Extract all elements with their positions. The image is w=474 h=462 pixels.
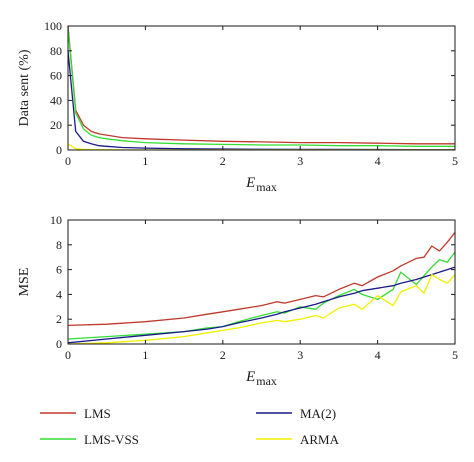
y-tick-label: 20 <box>50 118 62 132</box>
y-tick-label: 40 <box>50 93 62 107</box>
x-tick-label: 2 <box>220 348 226 362</box>
plot-frame <box>67 25 456 151</box>
data-sent-chart: 0 1 2 3 4 5 0 20 40 60 80 100 Emax Data sent (%) <box>17 19 458 194</box>
x-tick-label: 3 <box>297 154 303 168</box>
x-axis-label: Emax <box>245 175 277 194</box>
series-line-ma-2 <box>67 50 455 151</box>
legend-label: MA(2) <box>300 406 336 421</box>
x-tick-label: 0 <box>65 154 71 168</box>
series-line-lms <box>67 25 455 145</box>
x-tick-label: 0 <box>65 348 71 362</box>
x-tick-label: 1 <box>142 348 148 362</box>
y-tick-label: 2 <box>56 312 62 326</box>
y-axis-label: Data sent (%) <box>17 49 32 126</box>
series-line-lms-vss <box>67 251 456 340</box>
y-tick-label: 10 <box>50 213 62 227</box>
legend-label: LMS <box>84 406 111 421</box>
series-line-lms-vss <box>67 27 455 147</box>
x-tick-label: 4 <box>375 154 381 168</box>
y-tick-label: 0 <box>56 143 62 157</box>
x-tick-label: 4 <box>375 348 381 362</box>
x-tick-label: 1 <box>142 154 148 168</box>
y-tick-label: 80 <box>50 44 62 58</box>
y-axis-label: MSE <box>17 268 32 297</box>
series-line-lms <box>67 232 456 327</box>
legend-label: LMS-VSS <box>84 432 139 447</box>
y-tick-label: 6 <box>56 263 62 277</box>
series-line-arma <box>67 273 456 345</box>
x-tick-label: 2 <box>220 154 226 168</box>
legend-label: ARMA <box>300 432 340 447</box>
legend: LMS LMS-VSS MA(2) ARMA <box>40 406 340 447</box>
y-tick-label: 100 <box>44 19 62 33</box>
x-tick-label: 5 <box>452 154 458 168</box>
y-tick-label: 60 <box>50 69 62 83</box>
x-tick-label: 5 <box>452 348 458 362</box>
series-line-ma-2 <box>67 266 456 344</box>
y-tick-label: 4 <box>56 287 62 301</box>
x-axis-label: Emax <box>245 369 277 388</box>
plot-frame <box>67 219 456 345</box>
y-tick-label: 0 <box>56 337 62 351</box>
x-tick-label: 3 <box>297 348 303 362</box>
mse-chart: 0 1 2 3 4 5 0 2 4 6 8 10 Emax MSE <box>17 213 458 388</box>
y-tick-label: 8 <box>56 238 62 252</box>
